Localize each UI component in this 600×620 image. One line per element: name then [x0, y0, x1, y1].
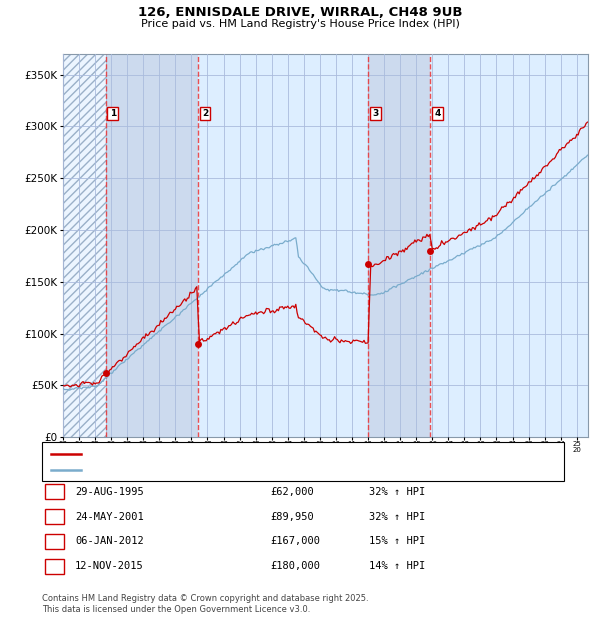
- Text: £167,000: £167,000: [270, 536, 320, 546]
- Bar: [430, 54, 588, 437]
- Text: 3: 3: [51, 536, 58, 546]
- Bar: [106, 54, 198, 437]
- Text: HPI: Average price, semi-detached house, Wirral: HPI: Average price, semi-detached house,…: [87, 465, 323, 475]
- Text: 14% ↑ HPI: 14% ↑ HPI: [369, 561, 425, 571]
- Bar: [198, 54, 368, 437]
- Text: 32% ↑ HPI: 32% ↑ HPI: [369, 512, 425, 521]
- Text: 06-JAN-2012: 06-JAN-2012: [75, 536, 144, 546]
- Text: 2: 2: [202, 109, 208, 118]
- Text: 29-AUG-1995: 29-AUG-1995: [75, 487, 144, 497]
- Text: 2: 2: [51, 512, 58, 521]
- Text: £180,000: £180,000: [270, 561, 320, 571]
- Text: Price paid vs. HM Land Registry's House Price Index (HPI): Price paid vs. HM Land Registry's House …: [140, 19, 460, 29]
- Text: 3: 3: [373, 109, 379, 118]
- Text: 4: 4: [51, 561, 58, 571]
- Text: £89,950: £89,950: [270, 512, 314, 521]
- Text: Contains HM Land Registry data © Crown copyright and database right 2025.
This d: Contains HM Land Registry data © Crown c…: [42, 595, 368, 614]
- Text: £62,000: £62,000: [270, 487, 314, 497]
- Bar: [368, 54, 430, 437]
- Text: 1: 1: [110, 109, 116, 118]
- Text: 24-MAY-2001: 24-MAY-2001: [75, 512, 144, 521]
- Bar: [63, 54, 106, 437]
- Text: 12-NOV-2015: 12-NOV-2015: [75, 561, 144, 571]
- Text: 4: 4: [434, 109, 440, 118]
- Bar: [63, 54, 106, 437]
- Text: 1: 1: [51, 487, 58, 497]
- Text: 126, ENNISDALE DRIVE, WIRRAL, CH48 9UB: 126, ENNISDALE DRIVE, WIRRAL, CH48 9UB: [138, 6, 462, 19]
- Text: 32% ↑ HPI: 32% ↑ HPI: [369, 487, 425, 497]
- Text: 15% ↑ HPI: 15% ↑ HPI: [369, 536, 425, 546]
- Text: 126, ENNISDALE DRIVE, WIRRAL, CH48 9UB (semi-detached house): 126, ENNISDALE DRIVE, WIRRAL, CH48 9UB (…: [87, 449, 416, 459]
